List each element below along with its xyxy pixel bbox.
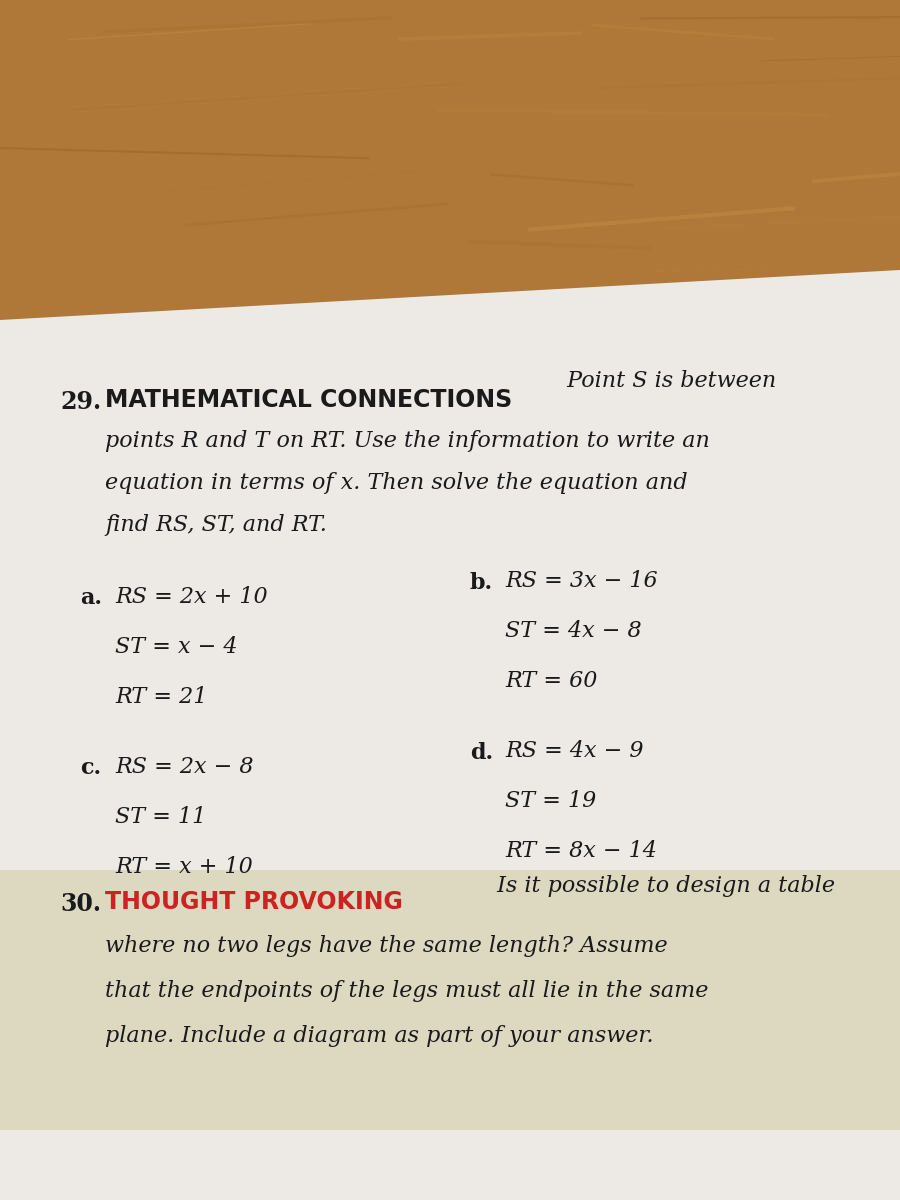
Text: 29.: 29. (60, 390, 101, 414)
Polygon shape (0, 270, 900, 1200)
Text: RT = x + 10: RT = x + 10 (115, 856, 253, 877)
Text: Is it possible to design a table: Is it possible to design a table (490, 875, 835, 896)
Polygon shape (0, 870, 900, 1130)
Text: RS = 3x − 16: RS = 3x − 16 (505, 570, 658, 593)
Text: RS = 2x − 8: RS = 2x − 8 (115, 756, 254, 778)
Text: Point S is between: Point S is between (560, 370, 776, 392)
Text: points R and T on RT. Use the information to write an: points R and T on RT. Use the informatio… (105, 431, 710, 452)
Text: equation in terms of x. Then solve the equation and: equation in terms of x. Then solve the e… (105, 472, 688, 494)
Text: that the endpoints of the legs must all lie in the same: that the endpoints of the legs must all … (105, 980, 708, 1002)
Text: RT = 21: RT = 21 (115, 685, 207, 708)
Text: ST = x − 4: ST = x − 4 (115, 636, 238, 658)
Text: ST = 11: ST = 11 (115, 806, 206, 828)
Text: MATHEMATICAL CONNECTIONS: MATHEMATICAL CONNECTIONS (105, 389, 512, 413)
Text: RT = 60: RT = 60 (505, 670, 598, 692)
Text: THOUGHT PROVOKING: THOUGHT PROVOKING (105, 890, 403, 914)
Text: 30.: 30. (60, 892, 101, 916)
Text: find RS, ST, and RT.: find RS, ST, and RT. (105, 514, 327, 536)
Text: a.: a. (80, 587, 102, 610)
Text: d.: d. (470, 742, 493, 763)
Text: where no two legs have the same length? Assume: where no two legs have the same length? … (105, 935, 668, 958)
Text: ST = 19: ST = 19 (505, 791, 596, 812)
Text: ST = 4x − 8: ST = 4x − 8 (505, 620, 642, 642)
Text: RS = 4x − 9: RS = 4x − 9 (505, 740, 644, 762)
Text: RS = 2x + 10: RS = 2x + 10 (115, 586, 267, 607)
Text: c.: c. (80, 757, 101, 779)
Text: b.: b. (470, 571, 493, 594)
Text: RT = 8x − 14: RT = 8x − 14 (505, 840, 657, 862)
Text: plane. Include a diagram as part of your answer.: plane. Include a diagram as part of your… (105, 1025, 653, 1048)
